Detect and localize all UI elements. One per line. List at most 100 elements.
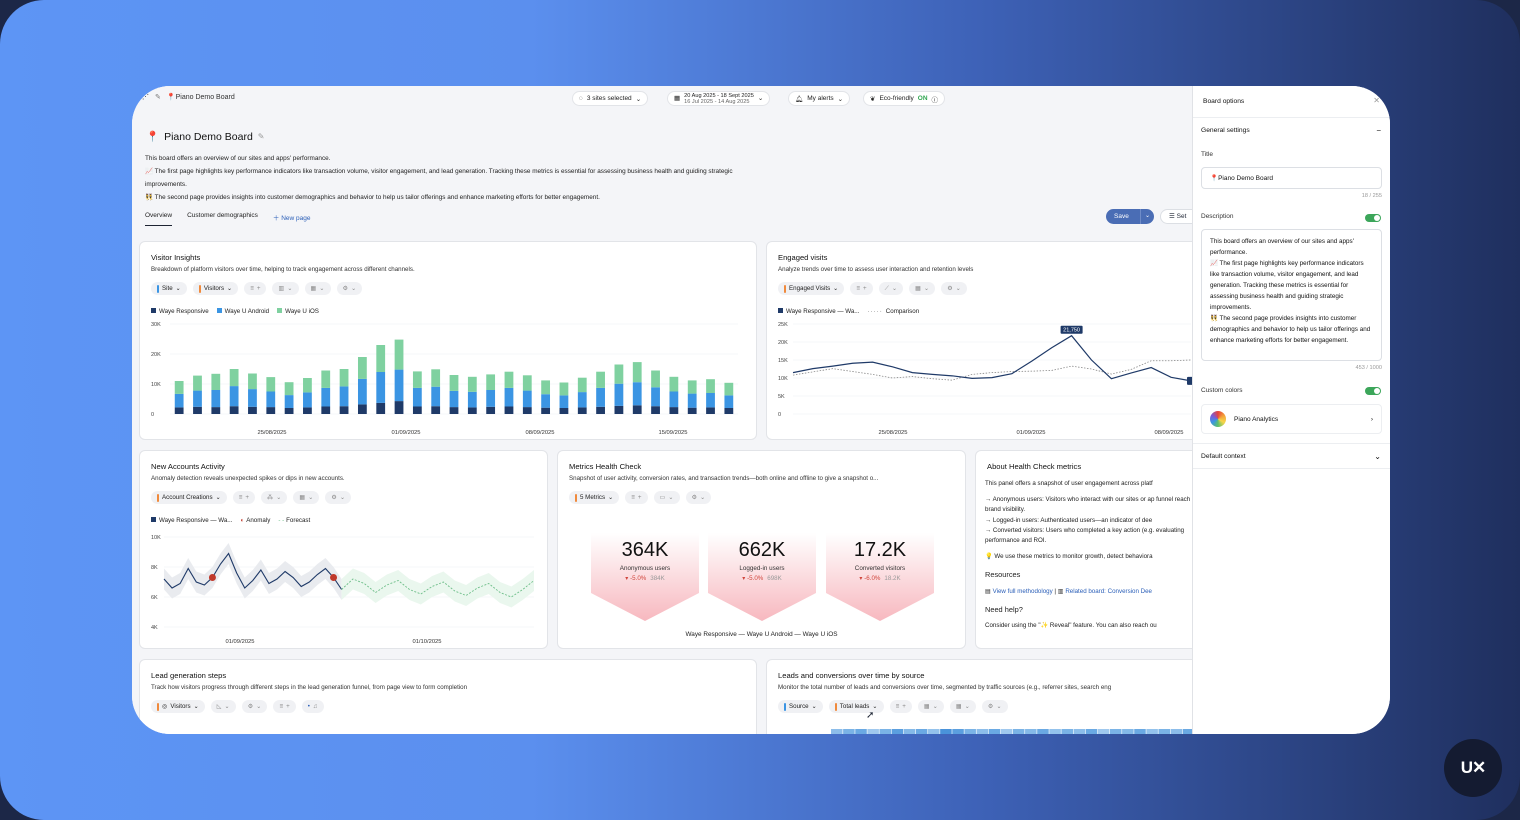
display-type-button[interactable]: ▭ ⌄ xyxy=(653,491,680,504)
chevron-down-icon: ⌄ xyxy=(833,285,839,292)
metric-value: 364K xyxy=(621,539,669,561)
drag-icon[interactable]: ⋰ xyxy=(142,94,149,101)
heatmap-button[interactable]: ▦ ⌄ xyxy=(917,700,944,713)
alerts-selector[interactable]: 🔔︎ My alerts ⌄ xyxy=(788,91,851,106)
title-input[interactable]: 📍Piano Demo Board xyxy=(1201,167,1382,189)
bar-dark xyxy=(669,407,679,414)
chart-legend: Waye Responsive — Wa... ◐ Anomaly - - Fore… xyxy=(151,517,310,524)
anomaly-chart-button[interactable]: ⁂ ⌄ xyxy=(261,491,288,504)
description-toggle[interactable] xyxy=(1365,214,1381,222)
metric-value: 17.2K xyxy=(853,539,907,561)
heatmap-strip xyxy=(831,729,1192,734)
filter-button[interactable]: ≡ + xyxy=(850,282,873,295)
card-settings-button[interactable]: ⚙ ⌄ xyxy=(685,491,712,504)
plus-icon: + xyxy=(256,285,261,292)
settings-button[interactable]: ☰ Set xyxy=(1160,209,1192,224)
funnel-chart-button[interactable]: ◺ ⌄ xyxy=(210,700,236,713)
filter-button[interactable]: ≡ + xyxy=(244,282,267,295)
metric-change: ▾ -5.0% 384K xyxy=(625,575,665,582)
description-textarea[interactable]: This board offers an overview of our sit… xyxy=(1201,229,1382,361)
tab-customer-demographics[interactable]: Customer demographics xyxy=(187,212,258,219)
date-range-selector[interactable]: ▦ 20 Aug 2025 - 18 Sept 2025 16 Jul 2025 -… xyxy=(667,91,771,106)
engaged-visits-chip[interactable]: Engaged Visits ⌄ xyxy=(778,282,845,295)
x-tick-label: 15/09/2025 xyxy=(658,430,687,436)
heatmap-cell xyxy=(940,729,952,734)
related-board-link[interactable]: Related board: Conversion Dee xyxy=(1065,587,1152,595)
filter-button[interactable]: ≡ + xyxy=(889,700,912,713)
bar-blue xyxy=(632,382,642,406)
card-settings-button[interactable]: ⚙ ⌄ xyxy=(981,700,1008,713)
chart-type-button[interactable]: ⟋ ⌄ xyxy=(878,282,904,295)
visitor-insights-card: Visitor Insights Breakdown of platform v… xyxy=(139,241,757,440)
topbar: ⋰ ✎ 📍Piano Demo Board ◌ 3 sites selected ⌄… xyxy=(132,86,1192,112)
chart-type-button[interactable]: ▥ ⌄ xyxy=(272,282,299,295)
forecast-band xyxy=(341,568,534,608)
chevron-down-icon: ⌄ xyxy=(339,494,346,501)
bar-blue xyxy=(577,392,587,408)
filter-button[interactable]: ≡ + xyxy=(625,491,648,504)
legend-item: Waye Responsive — Wa... xyxy=(151,517,232,524)
filter-button[interactable]: ≡ + xyxy=(273,700,296,713)
gear-icon: ⚙ xyxy=(691,494,698,501)
date-compare-button[interactable]: ▦ ⌄ xyxy=(304,282,331,295)
chip-label: Visitors xyxy=(170,703,191,710)
close-icon[interactable]: ✕ xyxy=(1373,96,1380,105)
site-chip[interactable]: Site ⌄ xyxy=(151,282,187,295)
y-tick-label: 15K xyxy=(778,358,788,364)
metrics-footer: Waye Responsive — Waye U Android — Waye … xyxy=(685,631,838,638)
confidence-band xyxy=(164,543,342,600)
engaged-visits-card: Engaged visits Analyze trends over time … xyxy=(766,241,1192,440)
account-creations-chip[interactable]: Account Creations ⌄ xyxy=(151,491,227,504)
ai-button[interactable]: • ♫ xyxy=(301,700,324,713)
date-compare-button[interactable]: ▦ ⌄ xyxy=(293,491,320,504)
card-settings-button[interactable]: ⚙ ⌄ xyxy=(941,282,967,295)
heatmap-cell xyxy=(1049,729,1061,734)
palette-selector[interactable]: Piano Analytics › xyxy=(1201,404,1382,434)
eco-toggle[interactable]: ❦ Eco-friendly ON ⓘ xyxy=(863,91,946,106)
bar-blue xyxy=(559,395,569,408)
date-compare-button[interactable]: ▦ ⌄ xyxy=(949,700,976,713)
edit-icon[interactable]: ✎ xyxy=(155,94,161,101)
bar-green xyxy=(467,376,477,392)
eco-label: Eco-friendly xyxy=(879,95,914,102)
description-label: Description xyxy=(1201,213,1234,220)
bar-dark xyxy=(706,407,715,414)
chevron-down-icon: ⌄ xyxy=(319,285,325,292)
total-leads-chip[interactable]: Total leads ⌄ xyxy=(828,700,884,713)
chart-legend: Waye Responsive Waye U Android Waye U iO… xyxy=(151,308,319,315)
custom-colors-toggle[interactable] xyxy=(1365,387,1381,395)
anomaly-marker xyxy=(330,574,338,581)
visitors-chip[interactable]: Visitors ⌄ xyxy=(192,282,239,295)
bar-green xyxy=(596,371,605,388)
edit-title-icon[interactable]: ✎ xyxy=(257,132,265,141)
card-settings-button[interactable]: ⚙ ⌄ xyxy=(241,700,268,713)
card-controls: Site ⌄ Visitors ⌄ ≡ + ▥ ⌄ ▦ ⌄ ⚙ ⌄ xyxy=(151,282,363,295)
filter-icon: ≡ xyxy=(631,494,635,501)
comparison-line xyxy=(792,359,1192,381)
chevron-down-icon: ⌄ xyxy=(700,494,706,501)
description-line-3: 👯 The second page provides insights into… xyxy=(145,194,600,201)
card-settings-button[interactable]: ⚙ ⌄ xyxy=(325,491,352,504)
chevron-down-icon: ⌄ xyxy=(175,285,181,292)
chevron-down-icon: ⌄ xyxy=(811,703,817,710)
bar-green xyxy=(504,371,514,388)
card-settings-button[interactable]: ⚙ ⌄ xyxy=(336,282,363,295)
chevron-down-icon[interactable]: ⌄ xyxy=(1140,209,1154,224)
metrics-chip[interactable]: 5 Metrics ⌄ xyxy=(569,491,620,504)
heatmap-cell xyxy=(1134,729,1146,734)
source-chip[interactable]: Source ⌄ xyxy=(778,700,823,713)
methodology-link[interactable]: View full methodology xyxy=(992,587,1053,595)
filter-button[interactable]: ≡ + xyxy=(232,491,255,504)
general-settings-section[interactable]: General settings − xyxy=(1193,117,1390,143)
save-button[interactable]: Save ⌄ xyxy=(1106,209,1154,224)
new-page-button[interactable]: ＋ New page xyxy=(273,212,311,226)
visitors-chip[interactable]: ◎ Visitors ⌄ xyxy=(151,700,205,713)
tab-overview[interactable]: Overview xyxy=(145,212,173,226)
sites-selector[interactable]: ◌ 3 sites selected ⌄ xyxy=(572,91,649,106)
chevron-down-icon: ⌄ xyxy=(256,703,262,710)
date-compare-button[interactable]: ▦ ⌄ xyxy=(909,282,936,295)
chevron-down-icon: ⌄ xyxy=(351,285,357,292)
default-context-section[interactable]: Default context ⌄ xyxy=(1193,443,1390,469)
heatmap-cell xyxy=(831,729,843,734)
card-subtitle: Snapshot of user activity, conversion ra… xyxy=(569,475,879,482)
